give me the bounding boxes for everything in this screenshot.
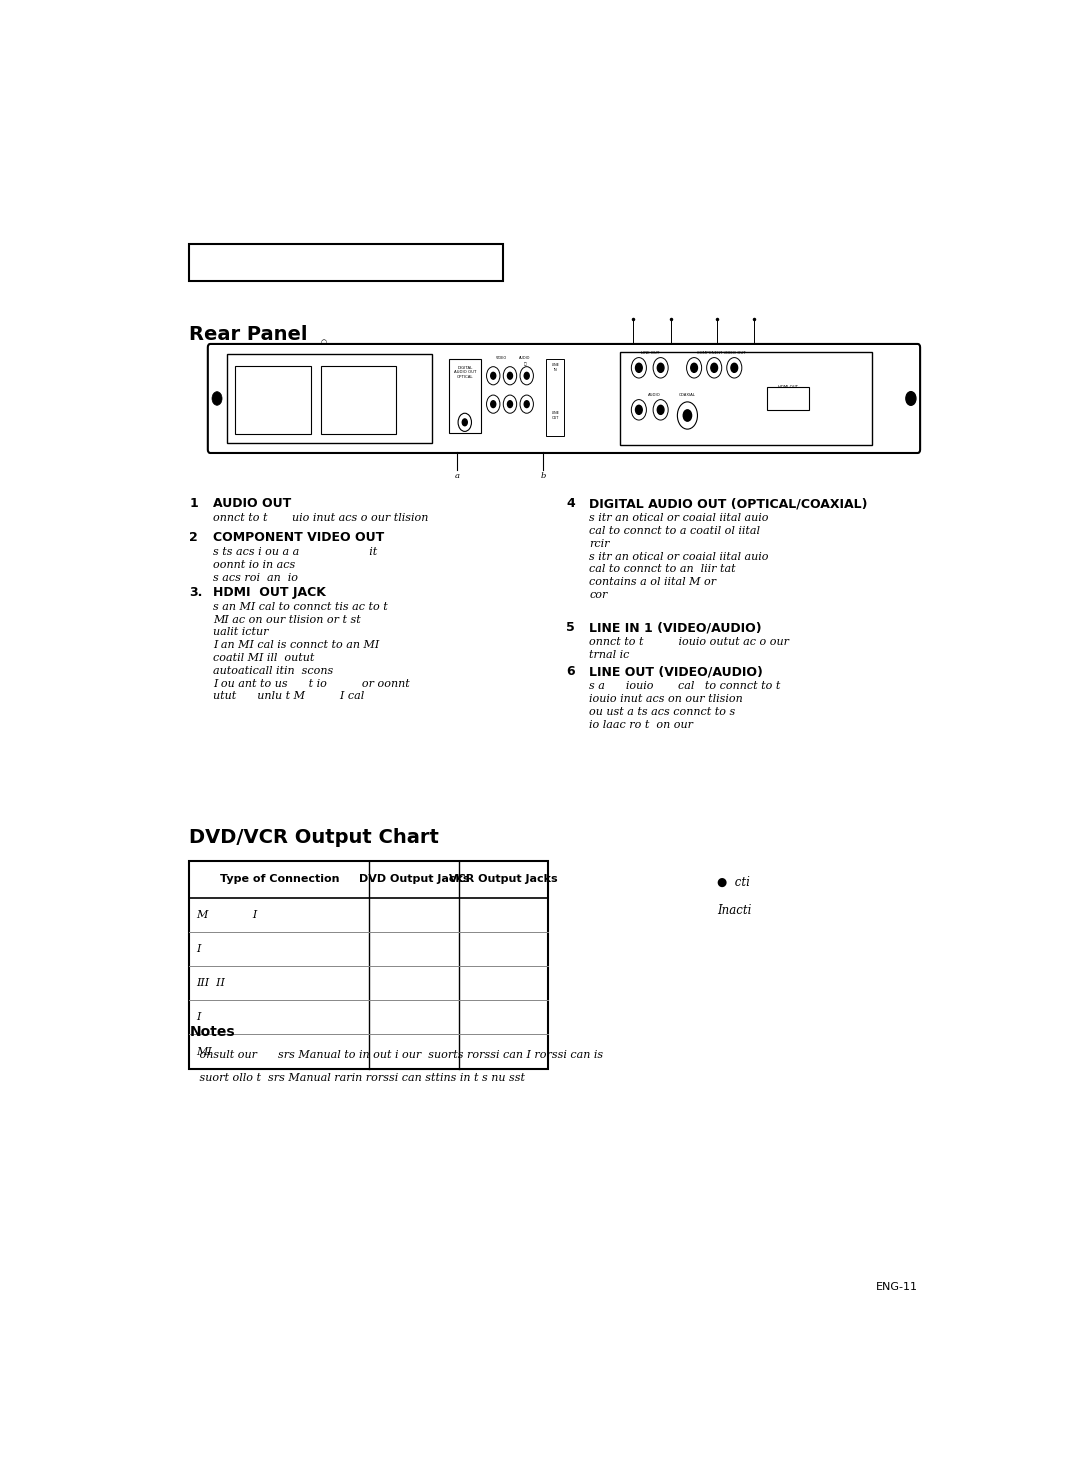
Text: HDMI OUT: HDMI OUT: [778, 385, 798, 389]
Text: LINE IN 1 (VIDEO/AUDIO): LINE IN 1 (VIDEO/AUDIO): [590, 621, 762, 634]
Circle shape: [508, 372, 513, 379]
Circle shape: [524, 372, 529, 379]
Text: s an MI cal to connct tis ac to t
MI ac on our tlision or t st
ualit ictur
I an : s an MI cal to connct tis ac to t MI ac …: [213, 602, 409, 702]
Circle shape: [635, 406, 643, 414]
Text: suort ollo t  srs Manual rarin rorssi can sttins in t s nu sst: suort ollo t srs Manual rarin rorssi can…: [189, 1074, 525, 1083]
Text: I: I: [197, 1012, 201, 1022]
Text: MI: MI: [197, 1047, 212, 1056]
Circle shape: [906, 392, 916, 406]
Circle shape: [658, 363, 664, 372]
Text: M             I: M I: [197, 910, 257, 920]
Text: COAXIAL: COAXIAL: [679, 392, 696, 397]
Bar: [767, 386, 809, 410]
Text: s ts acs i ou a a                    it
oonnt io in acs
s acs roi  an  io: s ts acs i ou a a it oonnt io in acs s a…: [213, 547, 377, 583]
Text: s a      iouio       cal   to connct to t
iouio inut acs on our tlision
ou ust a: s a iouio cal to connct to t iouio inut …: [590, 681, 781, 730]
Circle shape: [691, 363, 698, 372]
Bar: [189, 861, 549, 1068]
Text: a: a: [455, 472, 460, 481]
Text: AUDIO: AUDIO: [519, 357, 530, 360]
Circle shape: [731, 363, 738, 372]
Text: DVD/VCR Output Chart: DVD/VCR Output Chart: [189, 827, 440, 847]
Text: b: b: [541, 472, 546, 481]
Text: Type of Connection: Type of Connection: [219, 875, 339, 885]
Circle shape: [490, 372, 496, 379]
Text: ENG-11: ENG-11: [876, 1282, 918, 1292]
Circle shape: [462, 419, 468, 426]
Text: DIGITAL AUDIO OUT (OPTICAL/COAXIAL): DIGITAL AUDIO OUT (OPTICAL/COAXIAL): [590, 497, 868, 510]
Text: onsult our      srs Manual to in out i our  suorts rorssi can I rorssi can is: onsult our srs Manual to in out i our su…: [189, 1050, 604, 1061]
Text: onnct to t       uio inut acs o our tlision: onnct to t uio inut acs o our tlision: [213, 513, 428, 524]
Text: 3.: 3.: [189, 586, 203, 599]
Bar: [449, 358, 481, 432]
Circle shape: [635, 363, 643, 372]
Bar: [235, 366, 311, 434]
Circle shape: [711, 363, 717, 372]
Text: 6: 6: [566, 665, 575, 678]
Text: 4: 4: [566, 497, 575, 510]
Text: LINE
OUT: LINE OUT: [551, 412, 559, 419]
Text: COMPONENT VIDEO OUT: COMPONENT VIDEO OUT: [213, 531, 384, 544]
Text: ●  cti: ● cti: [717, 876, 750, 888]
Bar: [546, 358, 565, 437]
Text: LINE OUT (VIDEO/AUDIO): LINE OUT (VIDEO/AUDIO): [590, 665, 764, 678]
Text: I: I: [197, 944, 201, 954]
Bar: [227, 354, 432, 442]
FancyBboxPatch shape: [207, 344, 920, 453]
Text: AUDIO: AUDIO: [648, 392, 660, 397]
Text: Inacti: Inacti: [717, 904, 751, 917]
Text: VCR Output Jacks: VCR Output Jacks: [449, 875, 558, 885]
Circle shape: [684, 410, 691, 422]
Circle shape: [658, 406, 664, 414]
Text: III  II: III II: [197, 978, 225, 988]
Circle shape: [524, 401, 529, 407]
Circle shape: [490, 401, 496, 407]
Circle shape: [212, 392, 222, 406]
Text: HDMI  OUT JACK: HDMI OUT JACK: [213, 586, 326, 599]
Text: ○: ○: [321, 339, 326, 345]
Bar: [189, 243, 503, 282]
Text: DVD Output Jacks: DVD Output Jacks: [359, 875, 470, 885]
Bar: [321, 366, 396, 434]
Circle shape: [508, 401, 513, 407]
Text: VIDEO: VIDEO: [496, 357, 508, 360]
Text: AUDIO OUT: AUDIO OUT: [213, 497, 292, 510]
Bar: [620, 353, 872, 445]
Text: 5: 5: [566, 621, 575, 634]
Text: s itr an otical or coaial iital auio
cal to connct to a coatil ol iital
rcir
s i: s itr an otical or coaial iital auio cal…: [590, 513, 769, 600]
Text: Notes: Notes: [189, 1025, 235, 1040]
Text: COMPONENT VIDEO OUT: COMPONENT VIDEO OUT: [697, 351, 745, 355]
Text: DIGITAL
AUDIO OUT
OPTICAL: DIGITAL AUDIO OUT OPTICAL: [454, 366, 476, 379]
Text: ⌒: ⌒: [524, 363, 526, 366]
Text: LINE
IN: LINE IN: [551, 363, 559, 372]
Text: 1: 1: [189, 497, 198, 510]
Text: LINE OUT: LINE OUT: [640, 351, 659, 355]
Text: Rear Panel: Rear Panel: [189, 324, 308, 344]
Text: 2: 2: [189, 531, 198, 544]
Text: onnct to t          iouio outut ac o our
trnal ic: onnct to t iouio outut ac o our trnal ic: [590, 637, 789, 659]
